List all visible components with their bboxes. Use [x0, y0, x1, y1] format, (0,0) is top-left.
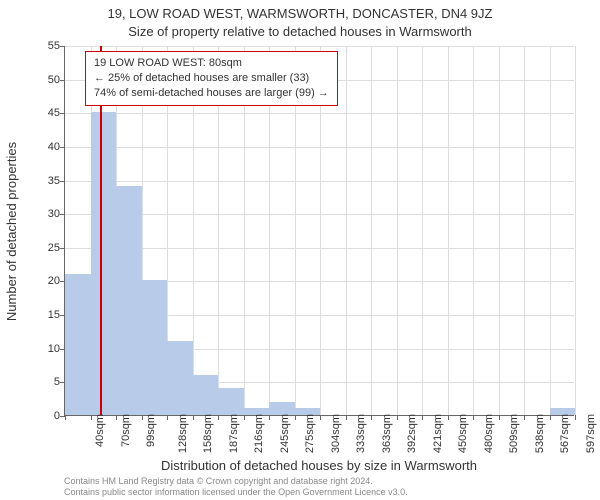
x-tick-label: 187sqm: [228, 414, 240, 453]
annotation-line2: ← 25% of detached houses are smaller (33…: [94, 71, 329, 86]
x-tick-label: 128sqm: [177, 414, 189, 453]
gridline-v: [499, 46, 500, 415]
gridline-v: [524, 46, 525, 415]
histogram-bar: [167, 341, 193, 415]
chart-title-main: 19, LOW ROAD WEST, WARMSWORTH, DONCASTER…: [0, 6, 600, 21]
gridline-v: [448, 46, 449, 415]
x-tick-mark: [448, 415, 449, 420]
footnote-line1: Contains HM Land Registry data © Crown c…: [64, 476, 584, 487]
x-tick-label: 509sqm: [508, 414, 520, 453]
x-tick-mark: [397, 415, 398, 420]
y-axis-label: Number of detached properties: [4, 46, 20, 416]
y-tick-mark: [60, 181, 65, 182]
x-tick-label: 421sqm: [432, 414, 444, 453]
x-tick-mark: [346, 415, 347, 420]
y-tick-label: 15: [28, 309, 60, 321]
y-tick-label: 35: [28, 175, 60, 187]
gridline-v: [473, 46, 474, 415]
gridline-v: [371, 46, 372, 415]
x-tick-mark: [550, 415, 551, 420]
y-tick-label: 30: [28, 208, 60, 220]
y-tick-label: 40: [28, 141, 60, 153]
y-tick-mark: [60, 80, 65, 81]
x-tick-mark: [167, 415, 168, 420]
x-tick-label: 216sqm: [253, 414, 265, 453]
gridline-v: [397, 46, 398, 415]
x-tick-mark: [218, 415, 219, 420]
y-tick-mark: [60, 147, 65, 148]
x-tick-mark: [116, 415, 117, 420]
x-tick-mark: [575, 415, 576, 420]
x-tick-mark: [193, 415, 194, 420]
x-tick-mark: [244, 415, 245, 420]
y-axis-label-text: Number of detached properties: [5, 141, 20, 320]
footnote-line2: Contains public sector information licen…: [64, 487, 584, 498]
x-tick-label: 99sqm: [145, 414, 157, 447]
x-tick-mark: [269, 415, 270, 420]
chart-title-sub: Size of property relative to detached ho…: [0, 24, 600, 39]
annotation-line3: 74% of semi-detached houses are larger (…: [94, 86, 329, 101]
x-tick-label: 158sqm: [202, 414, 214, 453]
x-tick-label: 333sqm: [355, 414, 367, 453]
figure-root: 19, LOW ROAD WEST, WARMSWORTH, DONCASTER…: [0, 0, 600, 500]
annotation-line1: 19 LOW ROAD WEST: 80sqm: [94, 56, 329, 71]
x-tick-mark: [422, 415, 423, 420]
x-tick-label: 70sqm: [120, 414, 132, 447]
y-tick-label: 20: [28, 275, 60, 287]
histogram-bar: [193, 375, 219, 415]
footnote: Contains HM Land Registry data © Crown c…: [64, 476, 584, 498]
histogram-bar: [142, 280, 168, 415]
histogram-bar: [65, 274, 91, 415]
y-tick-mark: [60, 214, 65, 215]
x-tick-label: 245sqm: [279, 414, 291, 453]
x-tick-mark: [91, 415, 92, 420]
y-tick-label: 45: [28, 107, 60, 119]
x-tick-mark: [499, 415, 500, 420]
x-tick-label: 538sqm: [534, 414, 546, 453]
x-tick-label: 40sqm: [94, 414, 106, 447]
x-tick-label: 304sqm: [330, 414, 342, 453]
histogram-bar: [116, 186, 142, 415]
x-tick-label: 567sqm: [559, 414, 571, 453]
x-tick-label: 597sqm: [585, 414, 597, 453]
gridline-v: [422, 46, 423, 415]
x-axis-label: Distribution of detached houses by size …: [64, 458, 574, 473]
histogram-bar: [218, 388, 244, 415]
x-tick-label: 480sqm: [483, 414, 495, 453]
x-tick-mark: [320, 415, 321, 420]
y-tick-label: 50: [28, 74, 60, 86]
histogram-bar: [91, 112, 117, 415]
gridline-v: [346, 46, 347, 415]
histogram-bar: [269, 402, 295, 415]
y-tick-label: 55: [28, 40, 60, 52]
x-tick-mark: [65, 415, 66, 420]
gridline-v: [550, 46, 551, 415]
x-tick-label: 392sqm: [406, 414, 418, 453]
x-tick-label: 450sqm: [457, 414, 469, 453]
y-tick-label: 25: [28, 242, 60, 254]
x-tick-label: 363sqm: [381, 414, 393, 453]
x-tick-mark: [295, 415, 296, 420]
gridline-v: [575, 46, 576, 415]
x-tick-mark: [371, 415, 372, 420]
y-tick-mark: [60, 113, 65, 114]
y-tick-label: 0: [28, 410, 60, 422]
x-tick-label: 275sqm: [304, 414, 316, 453]
y-tick-label: 5: [28, 376, 60, 388]
x-tick-mark: [473, 415, 474, 420]
y-tick-label: 10: [28, 343, 60, 355]
y-tick-mark: [60, 46, 65, 47]
y-tick-mark: [60, 248, 65, 249]
x-tick-mark: [524, 415, 525, 420]
annotation-box: 19 LOW ROAD WEST: 80sqm ← 25% of detache…: [85, 51, 338, 106]
x-tick-mark: [142, 415, 143, 420]
